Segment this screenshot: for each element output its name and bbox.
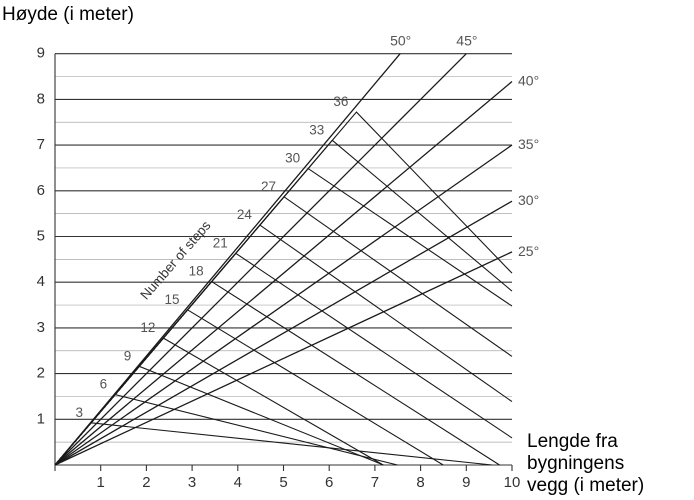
- svg-text:2: 2: [37, 365, 45, 382]
- svg-text:35°: 35°: [518, 136, 539, 152]
- svg-text:27: 27: [261, 179, 276, 194]
- svg-text:9: 9: [462, 474, 470, 491]
- svg-text:15: 15: [164, 292, 179, 307]
- svg-text:bygningens: bygningens: [527, 453, 624, 474]
- svg-text:vegg (i meter): vegg (i meter): [527, 475, 644, 496]
- svg-text:3: 3: [37, 319, 45, 336]
- svg-text:4: 4: [37, 273, 45, 290]
- svg-text:9: 9: [37, 45, 45, 62]
- svg-text:8: 8: [416, 474, 424, 491]
- svg-text:40°: 40°: [518, 73, 539, 89]
- svg-text:12: 12: [140, 320, 155, 335]
- svg-text:Høyde (i meter): Høyde (i meter): [2, 4, 134, 25]
- svg-text:1: 1: [37, 410, 45, 427]
- svg-text:33: 33: [309, 122, 324, 137]
- svg-text:21: 21: [213, 235, 228, 250]
- svg-text:30°: 30°: [518, 192, 539, 208]
- svg-text:24: 24: [237, 207, 253, 222]
- svg-text:30: 30: [285, 151, 300, 166]
- svg-text:5: 5: [37, 228, 45, 245]
- svg-text:10: 10: [504, 474, 521, 491]
- svg-text:7: 7: [371, 474, 379, 491]
- svg-text:1: 1: [97, 474, 105, 491]
- svg-text:2: 2: [142, 474, 150, 491]
- svg-text:45°: 45°: [456, 33, 477, 49]
- svg-text:6: 6: [325, 474, 333, 491]
- svg-text:36: 36: [333, 94, 348, 109]
- svg-text:7: 7: [37, 136, 45, 153]
- svg-text:3: 3: [75, 405, 83, 420]
- svg-text:9: 9: [124, 348, 132, 363]
- svg-text:6: 6: [100, 377, 108, 392]
- svg-text:5: 5: [279, 474, 287, 491]
- svg-text:25°: 25°: [518, 243, 539, 259]
- svg-text:4: 4: [234, 474, 242, 491]
- svg-text:8: 8: [37, 90, 45, 107]
- svg-text:50°: 50°: [390, 33, 411, 49]
- svg-text:3: 3: [188, 474, 196, 491]
- svg-text:Lengde fra: Lengde fra: [527, 431, 618, 452]
- svg-text:6: 6: [37, 182, 45, 199]
- svg-text:18: 18: [189, 264, 204, 279]
